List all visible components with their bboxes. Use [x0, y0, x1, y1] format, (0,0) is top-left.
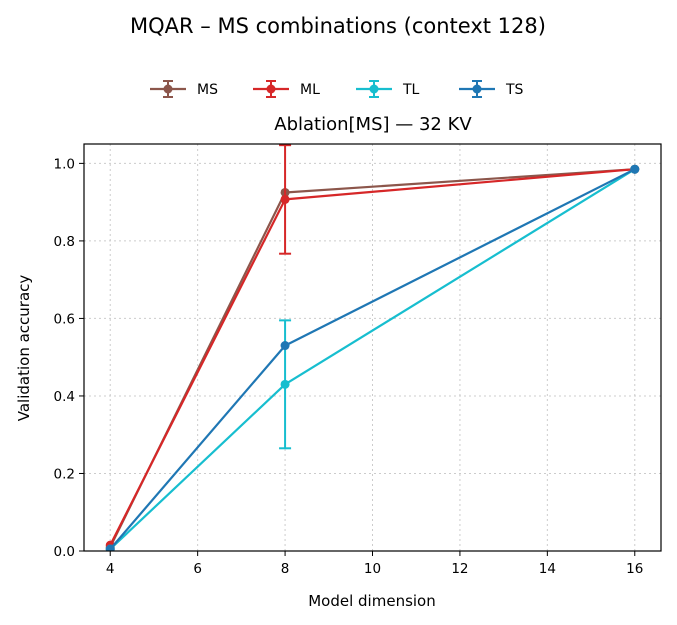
y-tick-label: 0.6	[54, 311, 75, 327]
legend-label: TL	[402, 82, 420, 98]
x-tick-label: 8	[281, 561, 290, 577]
y-axis-label: Validation accuracy	[15, 275, 33, 422]
series-ts	[105, 164, 640, 551]
series-clip-group	[105, 144, 640, 551]
y-tick-label: 0.2	[54, 466, 75, 482]
legend-item-ms: MS	[150, 80, 218, 98]
legend-label: MS	[197, 82, 218, 98]
legend-item-tl: TL	[356, 80, 420, 98]
y-tick-label: 0.4	[54, 389, 75, 405]
x-tick-label: 12	[451, 561, 468, 577]
ticks: 4 6 8 10 12 14 16 0.0 0.2 0.4 0.6 0.8 1.0	[54, 156, 644, 577]
series-ms	[105, 164, 640, 551]
legend-item-ts: TS	[459, 80, 524, 98]
x-tick-label: 16	[626, 561, 643, 577]
legend-marker	[369, 84, 379, 94]
x-tick-label: 10	[364, 561, 381, 577]
data-point	[280, 341, 290, 351]
y-tick-label: 0.8	[54, 234, 75, 250]
legend: MS ML TL TS	[150, 80, 524, 98]
data-point	[280, 379, 290, 389]
legend-item-ml: ML	[253, 80, 320, 98]
figure-suptitle: MQAR – MS combinations (context 128)	[130, 14, 546, 38]
y-tick-label: 1.0	[54, 156, 75, 172]
series-layer	[105, 144, 640, 551]
x-axis-label: Model dimension	[308, 592, 436, 610]
legend-marker	[163, 84, 173, 94]
x-tick-label: 14	[539, 561, 556, 577]
data-point	[280, 194, 290, 204]
legend-marker	[472, 84, 482, 94]
y-tick-label: 0.0	[54, 544, 75, 560]
x-tick-label: 4	[106, 561, 115, 577]
legend-label: TS	[505, 82, 524, 98]
data-point	[105, 544, 115, 551]
data-point	[630, 164, 640, 174]
chart-title: Ablation[MS] — 32 KV	[274, 114, 472, 135]
legend-label: ML	[300, 82, 320, 98]
x-tick-label: 6	[193, 561, 202, 577]
legend-marker	[266, 84, 276, 94]
